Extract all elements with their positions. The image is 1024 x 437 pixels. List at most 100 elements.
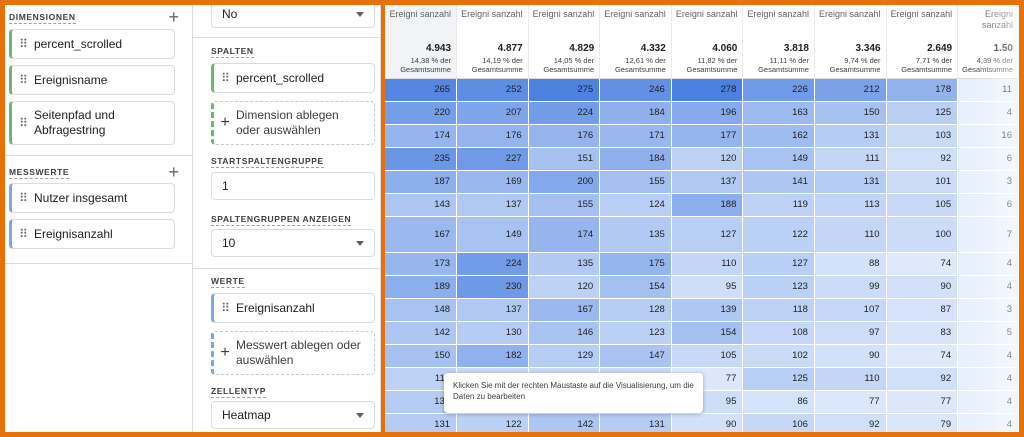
dimension-chip-ereignisname[interactable]: ⠿ Ereignisname	[9, 65, 175, 95]
heatmap-cell[interactable]: 154	[599, 275, 672, 299]
heatmap-cell[interactable]: 79	[886, 413, 959, 432]
heatmap-cell[interactable]: 151	[528, 147, 601, 171]
heatmap-cell[interactable]: 130	[456, 321, 529, 345]
heatmap-cell[interactable]: 135	[599, 216, 672, 253]
heatmap-cell[interactable]: 4	[957, 413, 1019, 432]
heatmap-cell[interactable]: 141	[742, 170, 815, 194]
column-header[interactable]: Ereigni sanzahl	[814, 5, 887, 40]
table-row[interactable]: 187 169 200 155 137 141 131 101 3	[385, 170, 1019, 194]
heatmap-cell[interactable]: 178	[886, 78, 959, 102]
heatmap-cell[interactable]: 177	[671, 124, 744, 148]
table-row[interactable]: 142 130 146 123 154 108 97 83 5	[385, 321, 1019, 345]
heatmap-cell[interactable]: 118	[742, 298, 815, 322]
table-row[interactable]: 150 182 129 147 105 102 90 74 4	[385, 344, 1019, 368]
heatmap-cell[interactable]: 5	[957, 321, 1019, 345]
column-header[interactable]: Ereigni sanzahl	[528, 5, 601, 40]
pivot-table-area[interactable]: Ereigni sanzahl Ereigni sanzahl Ereigni sa…	[381, 5, 1019, 432]
table-row[interactable]: 189 230 120 154 95 123 99 90 4	[385, 275, 1019, 299]
heatmap-cell[interactable]: 4	[957, 252, 1019, 276]
heatmap-cell[interactable]: 4	[957, 367, 1019, 391]
start-group-input[interactable]: 1	[211, 172, 375, 200]
heatmap-cell[interactable]: 4	[957, 390, 1019, 414]
heatmap-cell[interactable]: 11	[957, 78, 1019, 102]
heatmap-cell[interactable]: 87	[886, 298, 959, 322]
drag-handle-icon[interactable]: ⠿	[19, 227, 28, 241]
heatmap-cell[interactable]: 131	[814, 124, 887, 148]
table-row[interactable]: 143 137 155 124 188 119 113 105 6	[385, 193, 1019, 217]
heatmap-cell[interactable]: 77	[886, 390, 959, 414]
heatmap-cell[interactable]: 184	[599, 101, 672, 125]
heatmap-cell[interactable]: 122	[456, 413, 529, 432]
heatmap-cell[interactable]: 90	[886, 275, 959, 299]
heatmap-cell[interactable]: 3	[957, 298, 1019, 322]
add-metric-icon[interactable]: +	[168, 162, 179, 182]
heatmap-cell[interactable]: 92	[814, 413, 887, 432]
heatmap-cell[interactable]: 123	[599, 321, 672, 345]
heatmap-cell[interactable]: 188	[671, 193, 744, 217]
heatmap-cell[interactable]: 137	[456, 193, 529, 217]
heatmap-cell[interactable]: 102	[742, 344, 815, 368]
heatmap-cell[interactable]: 149	[742, 147, 815, 171]
drag-handle-icon[interactable]: ⠿	[221, 71, 230, 85]
heatmap-cell[interactable]: 137	[671, 170, 744, 194]
dimension-chip-seitenpfad[interactable]: ⠿ Seitenpfad und Abfragestring	[9, 101, 175, 145]
heatmap-cell[interactable]: 105	[886, 193, 959, 217]
heatmap-cell[interactable]: 74	[886, 252, 959, 276]
heatmap-cell[interactable]: 6	[957, 147, 1019, 171]
heatmap-cell[interactable]: 119	[742, 193, 815, 217]
heatmap-cell[interactable]: 7	[957, 216, 1019, 253]
heatmap-cell[interactable]: 88	[814, 252, 887, 276]
heatmap-cell[interactable]: 123	[742, 275, 815, 299]
heatmap-cell[interactable]: 275	[528, 78, 601, 102]
heatmap-cell[interactable]: 74	[886, 344, 959, 368]
drag-handle-icon[interactable]: ⠿	[221, 301, 230, 315]
heatmap-cell[interactable]: 265	[385, 78, 458, 102]
table-row[interactable]: 148 137 167 128 139 118 107 87 3	[385, 298, 1019, 322]
heatmap-cell[interactable]: 131	[385, 413, 458, 432]
heatmap-cell[interactable]: 148	[385, 298, 458, 322]
heatmap-cell[interactable]: 139	[671, 298, 744, 322]
heatmap-cell[interactable]: 110	[671, 252, 744, 276]
table-row[interactable]: 167 149 174 135 127 122 110 100 7	[385, 216, 1019, 253]
heatmap-cell[interactable]: 149	[456, 216, 529, 253]
heatmap-cell[interactable]: 154	[671, 321, 744, 345]
heatmap-cell[interactable]: 162	[742, 124, 815, 148]
heatmap-cell[interactable]: 142	[385, 321, 458, 345]
heatmap-cell[interactable]: 108	[742, 321, 815, 345]
table-row[interactable]: 265 252 275 246 278 226 212 178 11	[385, 78, 1019, 102]
heatmap-cell[interactable]: 207	[456, 101, 529, 125]
heatmap-cell[interactable]: 187	[385, 170, 458, 194]
heatmap-cell[interactable]: 113	[814, 193, 887, 217]
table-row[interactable]: 235 227 151 184 120 149 111 92 6	[385, 147, 1019, 171]
heatmap-cell[interactable]: 167	[385, 216, 458, 253]
heatmap-cell[interactable]: 77	[814, 390, 887, 414]
column-header[interactable]: Ereigni sanzahl	[957, 5, 1019, 40]
heatmap-cell[interactable]: 174	[385, 124, 458, 148]
table-row[interactable]: 220 207 224 184 196 163 150 125 4	[385, 101, 1019, 125]
heatmap-cell[interactable]: 155	[599, 170, 672, 194]
heatmap-cell[interactable]: 110	[814, 216, 887, 253]
heatmap-cell[interactable]: 169	[456, 170, 529, 194]
heatmap-cell[interactable]: 4	[957, 275, 1019, 299]
drag-handle-icon[interactable]: ⠿	[19, 191, 28, 205]
heatmap-cell[interactable]: 163	[742, 101, 815, 125]
heatmap-cell[interactable]: 227	[456, 147, 529, 171]
heatmap-cell[interactable]: 127	[671, 216, 744, 253]
value-chip-ereignisanzahl[interactable]: ⠿ Ereignisanzahl	[211, 293, 375, 323]
metric-chip-nutzer-insgesamt[interactable]: ⠿ Nutzer insgesamt	[9, 183, 175, 213]
heatmap-cell[interactable]: 189	[385, 275, 458, 299]
heatmap-cell[interactable]: 150	[385, 344, 458, 368]
column-header[interactable]: Ereigni sanzahl	[385, 5, 458, 40]
heatmap-cell[interactable]: 103	[886, 124, 959, 148]
heatmap-cell[interactable]: 137	[456, 298, 529, 322]
heatmap-cell[interactable]: 131	[814, 170, 887, 194]
heatmap-cell[interactable]: 90	[814, 344, 887, 368]
heatmap-cell[interactable]: 125	[742, 367, 815, 391]
column-header[interactable]: Ereigni sanzahl	[886, 5, 959, 40]
heatmap-cell[interactable]: 125	[886, 101, 959, 125]
heatmap-cell[interactable]: 252	[456, 78, 529, 102]
heatmap-cell[interactable]: 196	[671, 101, 744, 125]
drag-handle-icon[interactable]: ⠿	[19, 73, 28, 87]
drag-handle-icon[interactable]: ⠿	[19, 116, 28, 130]
column-header[interactable]: Ereigni sanzahl	[742, 5, 815, 40]
